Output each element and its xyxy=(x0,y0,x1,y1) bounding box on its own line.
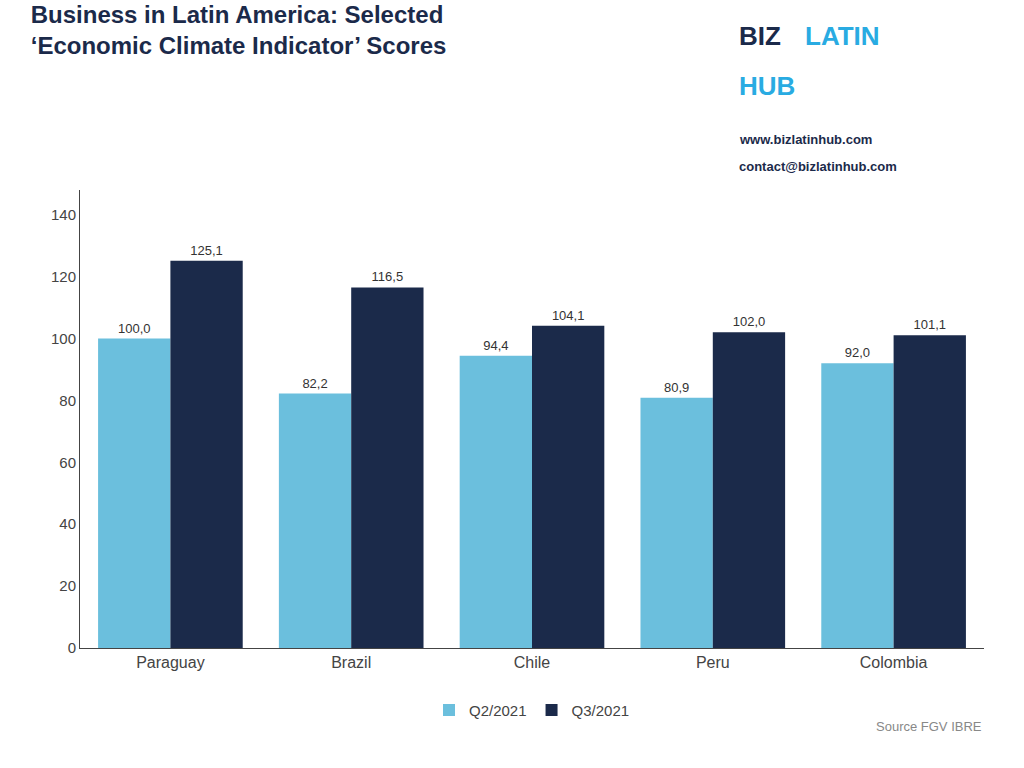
svg-text:94,4: 94,4 xyxy=(483,338,508,353)
svg-text:80: 80 xyxy=(59,392,76,409)
svg-text:140: 140 xyxy=(51,206,76,223)
svg-text:104,1: 104,1 xyxy=(552,308,585,323)
svg-text:Business in Latin America: Sel: Business in Latin America: Selected‘Econ… xyxy=(31,1,447,59)
svg-text:Chile: Chile xyxy=(514,654,551,671)
svg-text:Peru: Peru xyxy=(696,654,730,671)
svg-text:100: 100 xyxy=(51,330,76,347)
svg-text:BIZ: BIZ xyxy=(739,21,781,51)
svg-text:Paraguay: Paraguay xyxy=(136,654,205,671)
svg-text:0: 0 xyxy=(68,639,76,656)
svg-text:100,0: 100,0 xyxy=(118,321,151,336)
svg-text:102,0: 102,0 xyxy=(733,314,766,329)
svg-text:20: 20 xyxy=(59,577,76,594)
svg-text:Q3/2021: Q3/2021 xyxy=(572,702,630,719)
svg-text:116,5: 116,5 xyxy=(372,269,404,284)
svg-text:contact@bizlatinhub.com: contact@bizlatinhub.com xyxy=(739,159,897,174)
svg-text:82,2: 82,2 xyxy=(302,376,327,391)
svg-text:LATIN: LATIN xyxy=(805,21,880,51)
svg-text:Brazil: Brazil xyxy=(331,654,371,671)
svg-text:101,1: 101,1 xyxy=(913,317,946,332)
svg-text:HUB: HUB xyxy=(739,71,795,101)
svg-text:Colombia: Colombia xyxy=(860,654,928,671)
svg-text:www.bizlatinhub.com: www.bizlatinhub.com xyxy=(739,132,872,147)
svg-text:80,9: 80,9 xyxy=(664,380,689,395)
svg-text:60: 60 xyxy=(59,454,76,471)
svg-text:Q2/2021: Q2/2021 xyxy=(469,702,527,719)
svg-text:40: 40 xyxy=(59,515,76,532)
svg-text:120: 120 xyxy=(51,268,76,285)
svg-text:92,0: 92,0 xyxy=(845,345,870,360)
svg-text:125,1: 125,1 xyxy=(190,243,223,258)
svg-text:Source FGV IBRE: Source FGV IBRE xyxy=(876,719,982,734)
